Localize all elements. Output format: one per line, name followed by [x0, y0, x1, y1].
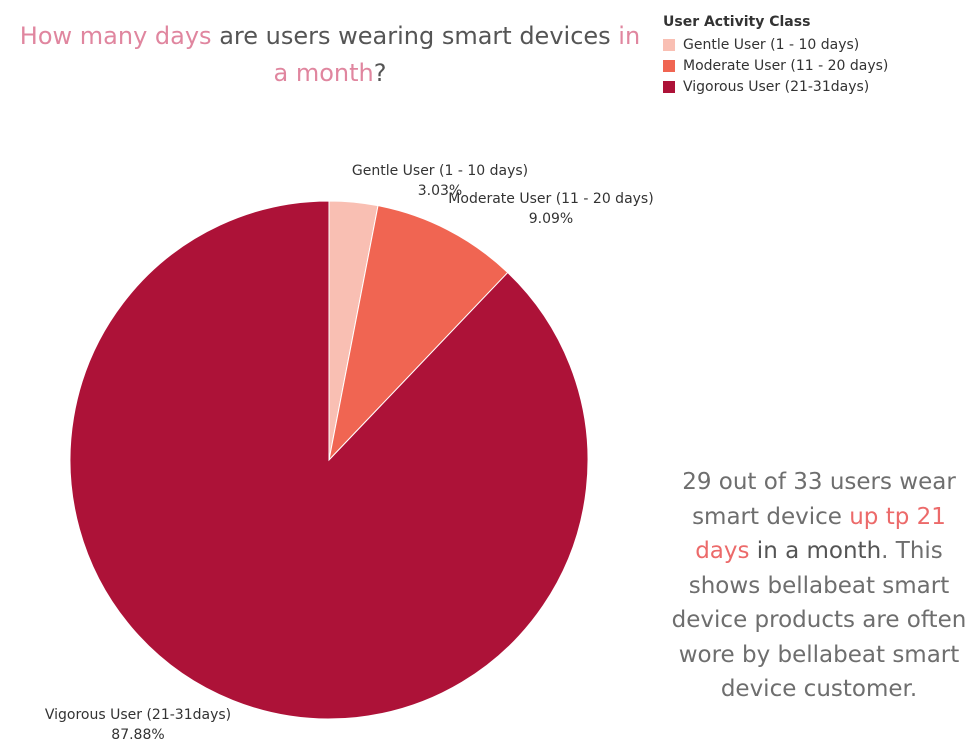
legend: User Activity Class Gentle User (1 - 10 …	[663, 14, 888, 97]
title-highlight-days: How many days	[19, 22, 212, 50]
title-text: are users wearing smart devices	[211, 22, 619, 50]
pie-slice-vigorous[interactable]	[69, 200, 589, 720]
insight-note: 29 out of 33 users wear smart device up …	[664, 465, 972, 707]
legend-label-moderate: Moderate User (11 - 20 days)	[683, 57, 889, 74]
note-highlight-days: up tp 21 days	[695, 503, 946, 565]
chart-title: How many days are users wearing smart de…	[10, 18, 650, 92]
slice-label-moderate-value: 9.09%	[529, 211, 573, 227]
legend-swatch-moderate	[663, 59, 675, 72]
slice-label-vigorous-name: Vigorous User (21-31days)	[45, 707, 231, 723]
legend-item-moderate[interactable]: Moderate User (11 - 20 days)	[663, 55, 888, 76]
note-highlight-month: in a month	[749, 538, 882, 564]
slice-label-moderate-name: Moderate User (11 - 20 days)	[448, 191, 653, 207]
pie-slice-moderate[interactable]	[328, 205, 509, 462]
legend-label-vigorous: Vigorous User (21-31days)	[683, 78, 870, 95]
legend-label-gentle: Gentle User (1 - 10 days)	[683, 36, 860, 53]
title-highlight-month: in a month	[273, 22, 641, 87]
legend-item-gentle[interactable]: Gentle User (1 - 10 days)	[663, 34, 888, 55]
legend-title: User Activity Class	[663, 14, 811, 30]
slice-label-gentle-value: 3.03%	[418, 183, 462, 199]
pie-slices	[69, 200, 589, 720]
legend-swatch-gentle	[663, 38, 675, 51]
legend-item-vigorous[interactable]: Vigorous User (21-31days)	[663, 76, 888, 97]
note-text-2: . This shows bellabeat smart device prod…	[671, 538, 967, 702]
legend-swatch-vigorous	[663, 80, 675, 93]
title-question-mark: ?	[373, 59, 387, 87]
note-text-1: 29 out of 33 users wear smart device	[682, 469, 956, 530]
slice-label-gentle-name: Gentle User (1 - 10 days)	[352, 163, 528, 179]
slice-label-vigorous-value: 87.88%	[111, 727, 164, 743]
